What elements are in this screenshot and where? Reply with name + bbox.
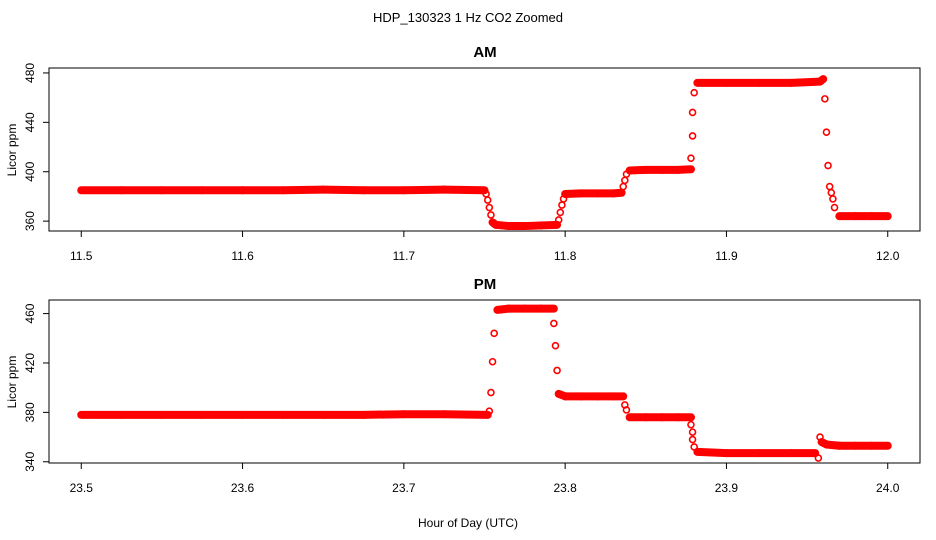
pm-data-point [490, 329, 498, 338]
am-data-point [827, 188, 836, 197]
pm-y-tick-label: 340 [23, 451, 37, 471]
am-data-band [609, 188, 626, 198]
am-x-tick-label: 11.8 [554, 249, 577, 263]
am-data-band [816, 75, 828, 86]
am-data-point [483, 196, 492, 204]
am-y-axis: 360 400 440 480 [23, 63, 50, 231]
pm-y-tick-label: 420 [23, 353, 37, 373]
am-y-tick-label: 480 [23, 63, 37, 83]
pm-y-axis: 340 380 420 460 [23, 303, 50, 472]
pm-x-tick-label: 23.7 [392, 481, 416, 495]
figure-title: HDP_130323 1 Hz CO2 Zoomed [373, 10, 563, 25]
pm-data-point [622, 406, 631, 414]
am-x-axis: 11.5 11.6 11.7 11.8 11.9 12.0 [70, 230, 900, 263]
am-panel: AM Licor ppm 11.5 11.6 11.7 11.8 11.9 12.0 36… [5, 44, 921, 263]
am-data-point [825, 182, 834, 191]
am-data-point [821, 95, 829, 103]
pm-x-tick-label: 23.6 [231, 481, 255, 495]
am-data-band [399, 185, 449, 195]
pm-data-point [688, 428, 697, 436]
am-data-point [556, 208, 565, 217]
am-data-point [688, 132, 697, 140]
pm-data-point [688, 435, 697, 444]
pm-data-band [440, 410, 492, 419]
pm-y-tick-label: 380 [23, 402, 37, 422]
am-panel-title: AM [473, 44, 496, 61]
am-y-tick-label: 400 [23, 161, 37, 181]
pm-data-point [687, 420, 695, 429]
pm-data-point [488, 357, 497, 366]
am-x-tick-label: 11.7 [393, 249, 416, 263]
am-data-band [440, 185, 489, 195]
pm-panel-title: PM [474, 276, 497, 293]
am-data-band [674, 165, 695, 174]
pm-x-axis: 23.5 23.6 23.7 23.8 23.9 24.0 [70, 462, 900, 495]
am-data-point [824, 161, 832, 170]
pm-x-tick-label: 23.5 [70, 481, 94, 495]
am-data-point [485, 203, 494, 212]
pm-data-point [551, 341, 560, 350]
am-data-point [829, 195, 837, 203]
pm-data-points [77, 304, 892, 462]
pm-plot-frame [48, 299, 921, 464]
am-data-point [822, 128, 831, 137]
am-data-point [830, 203, 839, 212]
am-data-point [688, 108, 697, 117]
pm-data-band [693, 447, 731, 458]
pm-panel: PM Licor ppm 23.5 23.6 23.7 23.8 23.9 24.0 34… [5, 276, 921, 495]
am-x-tick-label: 11.5 [70, 249, 93, 263]
am-x-tick-label: 12.0 [876, 249, 900, 263]
pm-data-point [550, 319, 558, 328]
am-y-tick-label: 360 [23, 211, 37, 231]
am-y-axis-label: Licor ppm [5, 124, 19, 177]
am-data-band [536, 220, 562, 230]
pm-data-band [359, 410, 408, 419]
am-data-point [619, 182, 628, 191]
am-data-point [487, 211, 495, 219]
am-data-point [558, 201, 566, 209]
pm-x-tick-label: 24.0 [876, 481, 900, 495]
pm-data-point [487, 388, 495, 397]
pm-data-point [553, 366, 561, 375]
am-data-point [690, 88, 698, 97]
pm-x-tick-label: 23.9 [715, 481, 739, 495]
am-data-points [77, 75, 892, 231]
figure-x-axis-label: Hour of Day (UTC) [418, 516, 518, 530]
am-x-tick-label: 11.9 [715, 249, 738, 263]
am-data-band [278, 185, 328, 195]
pm-y-axis-label: Licor ppm [5, 356, 19, 409]
am-data-point [621, 176, 629, 185]
am-data-point [687, 154, 695, 162]
pm-y-tick-label: 460 [23, 303, 37, 323]
am-data-band [319, 185, 368, 195]
am-plot-frame [48, 67, 921, 232]
am-x-tick-label: 11.6 [231, 249, 254, 263]
am-y-tick-label: 440 [23, 112, 37, 132]
pm-x-tick-label: 23.8 [553, 481, 577, 495]
am-data-band [786, 77, 824, 87]
